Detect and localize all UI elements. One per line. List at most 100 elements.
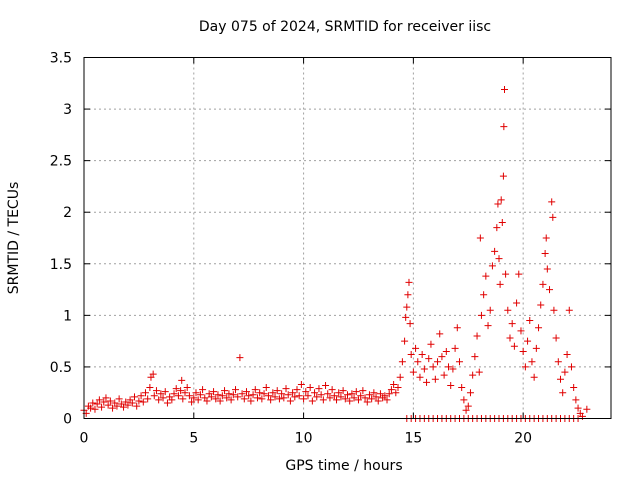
data-point	[174, 392, 182, 400]
data-point	[161, 388, 169, 396]
data-point	[278, 390, 286, 398]
data-point	[225, 390, 233, 398]
data-point	[192, 389, 200, 397]
data-point	[212, 395, 220, 403]
data-point	[405, 278, 413, 286]
data-point	[418, 351, 426, 359]
data-point	[517, 327, 525, 335]
data-point	[177, 387, 185, 395]
data-point	[442, 347, 450, 355]
data-point	[559, 389, 567, 397]
data-point	[120, 403, 128, 411]
data-point	[548, 198, 556, 206]
data-point	[157, 390, 165, 398]
plot-frame	[83, 57, 612, 419]
data-point	[249, 391, 257, 399]
data-point	[324, 390, 332, 398]
x-axis-label: GPS time / hours	[285, 458, 402, 474]
data-point	[471, 353, 479, 361]
data-point	[556, 375, 564, 383]
data-point	[365, 391, 373, 399]
data-point	[500, 123, 508, 131]
y-tick-label: 0	[63, 412, 72, 428]
data-point	[436, 330, 444, 338]
data-point	[542, 234, 550, 242]
data-point	[236, 354, 244, 362]
data-point	[530, 373, 538, 381]
data-point	[98, 403, 106, 411]
data-point	[128, 399, 136, 407]
data-point	[554, 358, 562, 366]
data-point	[170, 390, 178, 398]
data-point	[269, 389, 277, 397]
data-point	[394, 384, 402, 392]
x-tick-label: 5	[189, 431, 198, 447]
data-point	[541, 249, 549, 257]
data-point	[238, 390, 246, 398]
data-point	[401, 337, 409, 345]
x-tick-label: 15	[404, 431, 422, 447]
data-point	[482, 272, 490, 280]
data-point	[528, 358, 536, 366]
data-point	[392, 389, 400, 397]
data-point	[406, 320, 414, 328]
data-point	[139, 398, 147, 406]
data-point	[383, 396, 391, 404]
data-point	[104, 401, 112, 409]
data-point	[550, 306, 558, 314]
data-point	[403, 303, 411, 311]
data-point	[352, 388, 360, 396]
data-point	[124, 401, 132, 409]
data-point	[330, 392, 338, 400]
data-point	[190, 394, 198, 402]
data-point	[328, 386, 336, 394]
data-point	[304, 392, 312, 400]
data-point	[515, 270, 523, 278]
data-point	[476, 234, 484, 242]
data-point	[480, 291, 488, 299]
data-point	[341, 395, 349, 403]
data-point	[521, 363, 529, 371]
data-point	[295, 392, 303, 400]
data-point	[194, 396, 202, 404]
data-point	[498, 219, 506, 227]
data-point	[322, 381, 330, 389]
data-point	[357, 392, 365, 400]
data-point	[574, 404, 582, 412]
data-point	[469, 371, 477, 379]
data-point	[183, 384, 191, 392]
y-tick-label: 1.5	[50, 257, 72, 273]
data-point	[149, 370, 157, 378]
data-point	[475, 368, 483, 376]
data-point	[302, 388, 310, 396]
data-point	[390, 380, 398, 388]
data-point	[221, 387, 229, 395]
data-point	[223, 394, 231, 402]
data-point	[431, 375, 439, 383]
data-point	[91, 405, 99, 413]
data-point	[199, 386, 207, 394]
data-point	[227, 396, 235, 404]
x-tick-label: 20	[514, 431, 532, 447]
data-point	[315, 385, 323, 393]
data-point	[137, 392, 145, 400]
data-point	[453, 324, 461, 332]
data-point	[497, 196, 505, 204]
data-point	[524, 337, 532, 345]
data-point	[491, 247, 499, 255]
data-point	[308, 397, 316, 405]
data-point	[131, 393, 139, 401]
data-point	[549, 213, 557, 221]
data-point	[409, 368, 417, 376]
data-point	[152, 387, 160, 395]
data-point	[434, 358, 442, 366]
data-point	[256, 389, 264, 397]
data-point	[300, 395, 308, 403]
data-point	[267, 396, 275, 404]
data-point	[264, 392, 272, 400]
data-point	[214, 391, 222, 399]
data-point	[526, 317, 534, 325]
data-point	[519, 347, 527, 355]
data-point	[361, 394, 369, 402]
data-point	[462, 406, 470, 414]
